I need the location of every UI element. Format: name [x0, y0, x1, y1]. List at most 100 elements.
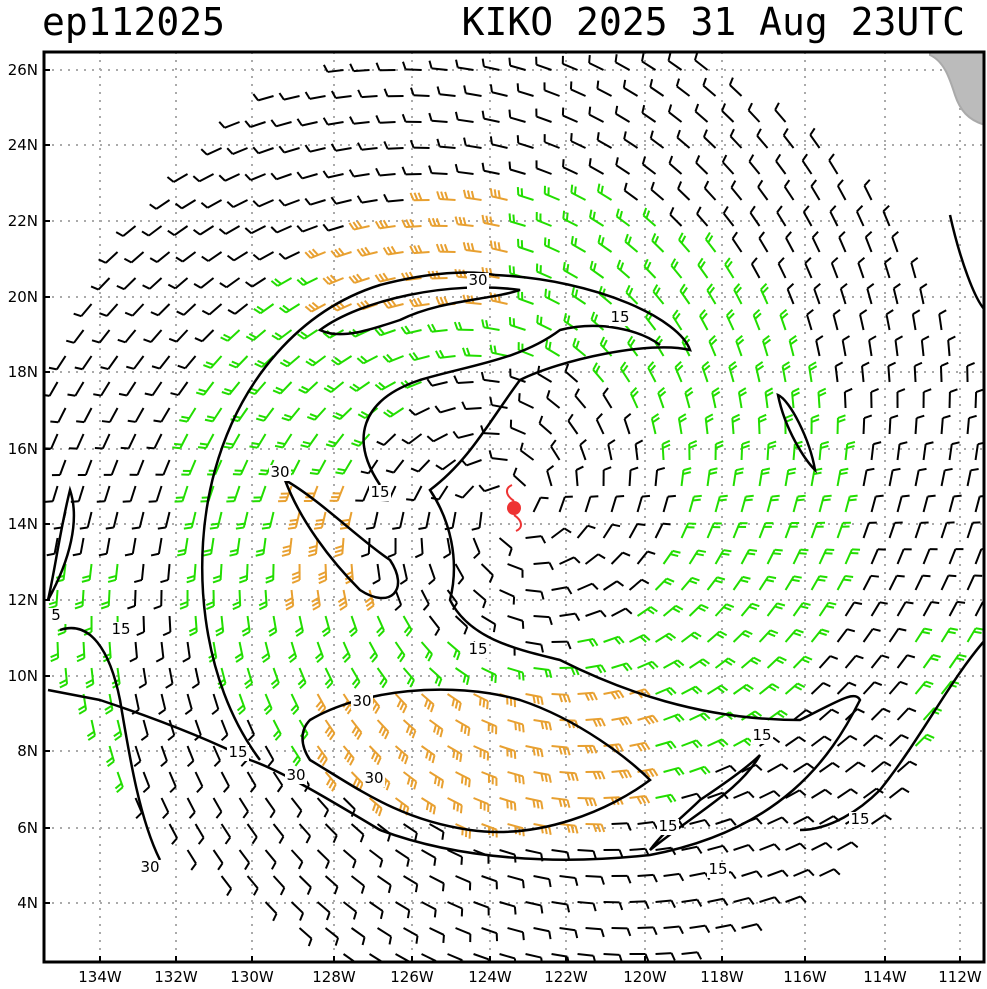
wind-barb-flag [93, 393, 102, 397]
wind-barb-flag [592, 745, 598, 754]
wind-barb-flag [482, 600, 487, 609]
wind-barb [836, 522, 844, 539]
wind-barb-flag [866, 282, 875, 290]
wind-barb [194, 771, 204, 787]
wind-barb [818, 549, 828, 565]
wind-barb [264, 901, 278, 915]
wind-barb [242, 511, 249, 528]
wind-barb [674, 366, 683, 383]
wind-barb-flag [899, 441, 908, 446]
wind-barb-flag [828, 153, 835, 161]
wind-barb-flag [743, 739, 751, 747]
wind-barb-flag [765, 387, 774, 394]
wind-barb-flag [352, 777, 359, 786]
wind-barb [663, 872, 680, 877]
wind-barb-flag [765, 391, 774, 397]
wind-barb [625, 291, 639, 305]
wind-barb [811, 841, 827, 851]
wind-barb-flag [149, 203, 157, 210]
wind-barb [756, 135, 769, 149]
wind-barb-flag [67, 393, 76, 397]
wind-barb-flag [442, 552, 451, 559]
wind-barb [650, 188, 665, 201]
wind-barb [813, 288, 821, 305]
wind-barb-flag [652, 768, 659, 777]
wind-barb-flag [437, 678, 443, 687]
wind-barb [882, 210, 891, 227]
wind-barb-flag [360, 470, 369, 475]
contour-southeast-loop [649, 754, 762, 851]
wind-barb-flag [348, 626, 357, 634]
wind-barb [314, 407, 327, 421]
wind-barb [808, 366, 813, 383]
wind-barb [203, 381, 215, 396]
wind-barb-flag [196, 785, 204, 793]
wind-barb [272, 875, 286, 889]
wind-barb [301, 173, 318, 180]
wind-barb-flag [791, 391, 801, 397]
wind-barb [350, 875, 365, 887]
wind-barb-flag [873, 441, 882, 446]
wind-barb [455, 875, 471, 884]
wind-barb-flag [401, 438, 410, 445]
wind-barb-flag [381, 680, 388, 689]
wind-barb [368, 641, 379, 657]
wind-barb [862, 628, 874, 643]
wind-barb-flag [376, 440, 385, 446]
wind-barb [766, 656, 780, 669]
wind-barb [302, 225, 318, 233]
wind-barb [868, 340, 873, 357]
wind-barb [525, 589, 542, 593]
wind-barb [830, 262, 839, 279]
wind-barb-flag [244, 173, 252, 181]
wind-barb [862, 417, 866, 435]
wind-barb-flag [691, 687, 699, 695]
wind-barb-flag [82, 574, 91, 579]
wind-barb-flag [454, 700, 459, 709]
wind-barb-flag [735, 471, 744, 476]
wind-barb-flag [800, 605, 809, 610]
wind-barb [122, 225, 137, 237]
wind-barb [655, 899, 672, 903]
wind-barb [681, 792, 698, 799]
wind-barb-flag [548, 616, 553, 626]
wind-barb-flag [383, 141, 389, 150]
wind-barb-flag [409, 218, 415, 227]
wind-barb [767, 869, 783, 877]
wind-barb-flag [618, 718, 625, 726]
wind-barb-flag [435, 350, 441, 359]
wind-barb-flag [354, 728, 360, 737]
wind-barb [914, 470, 920, 487]
wind-barb-flag [374, 220, 381, 229]
wind-barb [167, 563, 171, 581]
wind-barb-flag [314, 652, 323, 660]
wind-barb [509, 220, 526, 227]
wind-barb-flag [600, 664, 607, 673]
wind-barb-flag [649, 364, 657, 373]
wind-barb-flag [463, 137, 467, 146]
wind-barb-flag [351, 442, 360, 447]
wind-barb-flag [90, 285, 99, 291]
wind-barb-flag [400, 326, 407, 335]
wind-barb-flag [379, 910, 384, 920]
wind-barb-flag [838, 230, 846, 239]
wind-barb-flag [204, 418, 213, 423]
wind-barb-flag [833, 868, 841, 876]
wind-barb-flag [229, 552, 238, 557]
wind-barb-flag [614, 637, 621, 645]
wind-barb [148, 225, 163, 237]
wind-barb [48, 381, 59, 397]
wind-barb [499, 849, 516, 856]
wind-barb-flag [105, 526, 114, 530]
wind-barb [438, 485, 449, 501]
wind-barb-flag [566, 263, 570, 273]
wind-barb [759, 896, 776, 903]
wind-barb-flag [454, 111, 459, 120]
wind-barb [641, 112, 657, 123]
wind-barb-flag [644, 953, 650, 962]
wind-barb [669, 213, 683, 227]
wind-barb-flag [466, 294, 471, 304]
wind-barb-flag [241, 627, 250, 633]
wind-barb [810, 735, 825, 747]
wind-barb [740, 443, 744, 461]
